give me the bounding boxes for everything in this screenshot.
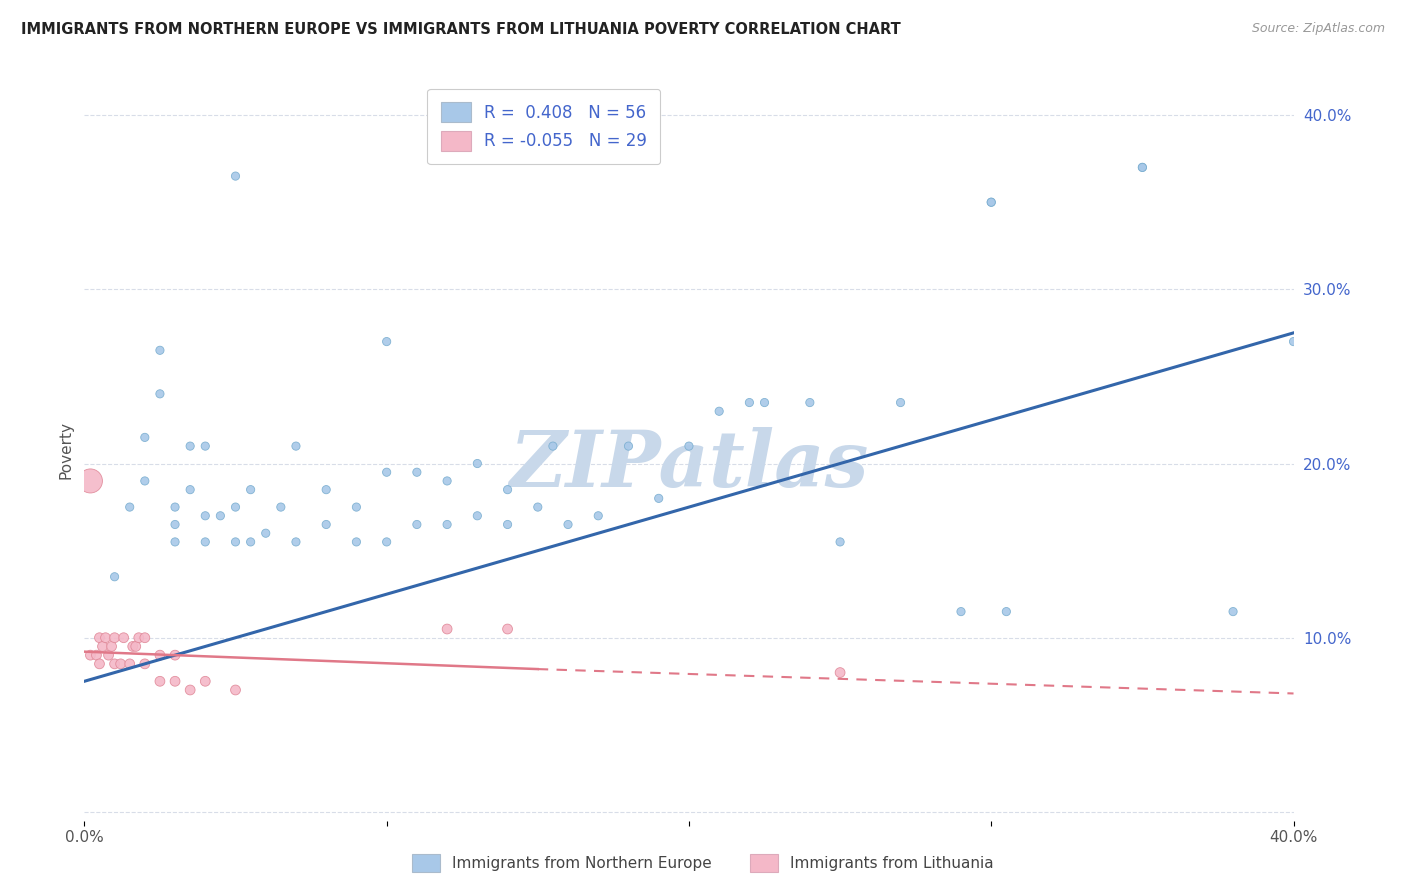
Point bbox=[121, 640, 143, 654]
Point bbox=[134, 657, 156, 671]
Point bbox=[112, 631, 135, 645]
Point bbox=[375, 535, 398, 549]
Point bbox=[149, 674, 172, 689]
Point bbox=[980, 195, 1002, 210]
Point bbox=[94, 631, 117, 645]
Point bbox=[980, 195, 1002, 210]
Point bbox=[134, 474, 156, 488]
Point bbox=[165, 517, 187, 532]
Point bbox=[950, 605, 973, 619]
Point bbox=[436, 517, 458, 532]
Point bbox=[375, 334, 398, 349]
Point bbox=[97, 648, 120, 662]
Point bbox=[239, 483, 262, 497]
Point bbox=[709, 404, 731, 418]
Point bbox=[134, 631, 156, 645]
Point bbox=[995, 605, 1018, 619]
Point bbox=[165, 648, 187, 662]
Point bbox=[104, 570, 127, 584]
Point bbox=[270, 500, 292, 514]
Point bbox=[648, 491, 671, 506]
Point bbox=[149, 648, 172, 662]
Text: IMMIGRANTS FROM NORTHERN EUROPE VS IMMIGRANTS FROM LITHUANIA POVERTY CORRELATION: IMMIGRANTS FROM NORTHERN EUROPE VS IMMIG… bbox=[21, 22, 901, 37]
Point bbox=[165, 674, 187, 689]
Point bbox=[125, 640, 148, 654]
Point bbox=[194, 674, 217, 689]
Point bbox=[436, 622, 458, 636]
Point bbox=[194, 439, 217, 453]
Point bbox=[754, 395, 776, 409]
Point bbox=[134, 430, 156, 444]
Point bbox=[254, 526, 277, 541]
Point bbox=[406, 465, 429, 479]
Point bbox=[890, 395, 912, 409]
Point bbox=[375, 465, 398, 479]
Legend: R =  0.408   N = 56, R = -0.055   N = 29: R = 0.408 N = 56, R = -0.055 N = 29 bbox=[427, 88, 661, 164]
Point bbox=[346, 535, 368, 549]
Point bbox=[149, 343, 172, 358]
Point bbox=[239, 535, 262, 549]
Point bbox=[225, 683, 247, 698]
Point bbox=[225, 169, 247, 183]
Point bbox=[209, 508, 232, 523]
Point bbox=[194, 535, 217, 549]
Point bbox=[406, 517, 429, 532]
Point bbox=[179, 483, 201, 497]
Point bbox=[527, 500, 550, 514]
Point bbox=[1130, 161, 1153, 175]
Point bbox=[225, 535, 247, 549]
Point bbox=[194, 508, 217, 523]
Point bbox=[588, 508, 610, 523]
Point bbox=[1130, 161, 1153, 175]
Point bbox=[467, 508, 489, 523]
Point bbox=[541, 439, 564, 453]
Point bbox=[467, 457, 489, 471]
Point bbox=[738, 395, 761, 409]
Point bbox=[678, 439, 700, 453]
Point bbox=[1222, 605, 1244, 619]
Point bbox=[79, 474, 101, 488]
Point bbox=[79, 648, 101, 662]
Point bbox=[496, 622, 519, 636]
Point bbox=[91, 640, 114, 654]
Point bbox=[89, 657, 111, 671]
Point bbox=[128, 631, 150, 645]
Point bbox=[149, 387, 172, 401]
Point bbox=[557, 517, 579, 532]
Point bbox=[179, 439, 201, 453]
Point bbox=[617, 439, 640, 453]
Point bbox=[86, 648, 108, 662]
Point bbox=[285, 439, 308, 453]
Point bbox=[1282, 334, 1305, 349]
Point bbox=[830, 535, 852, 549]
Point bbox=[165, 500, 187, 514]
Point bbox=[285, 535, 308, 549]
Point bbox=[110, 657, 132, 671]
Text: Source: ZipAtlas.com: Source: ZipAtlas.com bbox=[1251, 22, 1385, 36]
Point bbox=[165, 535, 187, 549]
Point bbox=[496, 517, 519, 532]
Point bbox=[118, 500, 141, 514]
Point bbox=[830, 665, 852, 680]
Point bbox=[346, 500, 368, 514]
Point bbox=[315, 483, 337, 497]
Point bbox=[118, 657, 141, 671]
Text: ZIPatlas: ZIPatlas bbox=[509, 427, 869, 503]
Point bbox=[436, 474, 458, 488]
Point bbox=[315, 517, 337, 532]
Point bbox=[496, 483, 519, 497]
Point bbox=[179, 683, 201, 698]
Point bbox=[799, 395, 821, 409]
Point bbox=[104, 657, 127, 671]
Point bbox=[225, 500, 247, 514]
Y-axis label: Poverty: Poverty bbox=[58, 421, 73, 480]
Point bbox=[104, 631, 127, 645]
Point bbox=[89, 631, 111, 645]
Point bbox=[100, 640, 122, 654]
Legend: Immigrants from Northern Europe, Immigrants from Lithuania: Immigrants from Northern Europe, Immigra… bbox=[405, 846, 1001, 880]
